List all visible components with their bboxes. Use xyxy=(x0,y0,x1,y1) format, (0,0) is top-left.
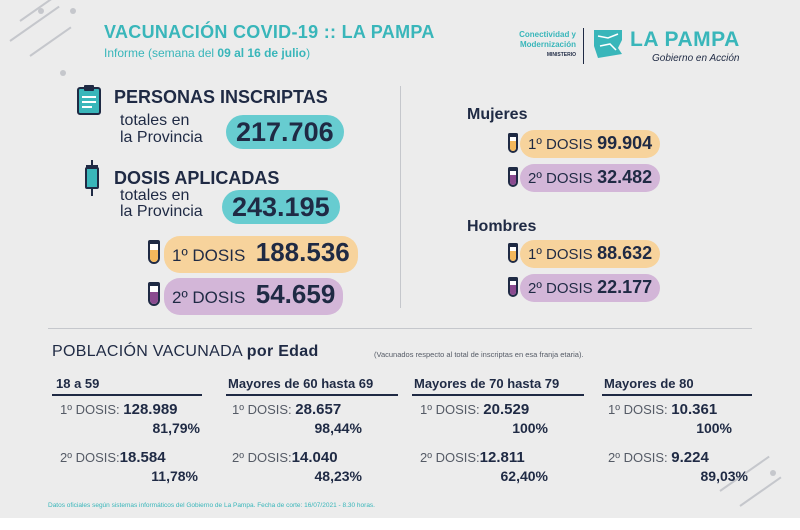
mujeres-second-label: 2º DOSIS xyxy=(528,170,593,187)
hombres-second-row: 2º DOSIS 22.177 xyxy=(520,274,661,302)
hombres-second-vial-icon xyxy=(508,277,518,297)
first-dose-value: 20.529 xyxy=(483,401,530,418)
syringe-icon xyxy=(85,160,99,196)
inscriptas-caption-line1: totales en xyxy=(120,112,190,129)
second-dose-label: 2º DOSIS: xyxy=(608,450,668,465)
ministry-logo-text: Conectividad y Modernización MINISTERIO xyxy=(496,30,576,60)
hombres-first-vial-icon xyxy=(508,243,518,263)
first-dose-value: 10.361 xyxy=(671,401,718,418)
ministry-line-3: MINISTERIO xyxy=(546,52,576,58)
brand-name: LA PAMPA xyxy=(630,28,740,51)
age-group-underline xyxy=(602,394,752,396)
mujeres-first-row: 1º DOSIS 99.904 xyxy=(520,130,661,158)
mujeres-first-value: 99.904 xyxy=(597,133,653,153)
mujeres-first-vial-icon xyxy=(508,133,518,153)
page-title: VACUNACIÓN COVID-19 :: LA PAMPA xyxy=(104,22,435,42)
dosis-second-value: 54.659 xyxy=(255,279,336,309)
age-group-underline xyxy=(52,394,202,396)
first-dose-percent: 98,44% xyxy=(314,420,362,436)
second-dose-vial-icon xyxy=(148,282,160,306)
second-dose-label: 2º DOSIS: xyxy=(60,450,120,465)
footer-note: Datos oficiales según sistemas informáti… xyxy=(48,502,375,509)
inscriptas-caption: totales en la Provincia xyxy=(120,112,203,146)
second-dose-label: 2º DOSIS: xyxy=(420,450,480,465)
second-dose-label: 2º DOSIS: xyxy=(232,450,292,465)
second-dose-percent: 48,23% xyxy=(314,468,362,484)
brand-tagline: Gobierno en Acción xyxy=(652,53,740,64)
subtitle-suffix: ) xyxy=(306,46,311,60)
dosis-first-row: 1º DOSIS 188.536 xyxy=(164,236,358,273)
dosis-second-label: 2º DOSIS xyxy=(172,288,246,307)
age-group-title: Mayores de 70 hasta 79 xyxy=(414,376,560,391)
dosis-first-label: 1º DOSIS xyxy=(172,246,246,265)
hombres-second-label: 2º DOSIS xyxy=(528,280,593,297)
hombres-first-row: 1º DOSIS 88.632 xyxy=(520,240,661,268)
poblacion-divider xyxy=(48,328,752,329)
age-group-first-dose: 1º DOSIS: 128.989 xyxy=(60,401,178,418)
second-dose-percent: 89,03% xyxy=(700,468,748,484)
first-dose-percent: 81,79% xyxy=(152,420,200,436)
ministry-line-1: Conectividad y xyxy=(519,30,576,39)
first-dose-percent: 100% xyxy=(512,420,548,436)
poblacion-title-regular: POBLACIÓN VACUNADA xyxy=(52,343,247,360)
age-group-title: Mayores de 60 hasta 69 xyxy=(228,376,374,391)
second-dose-percent: 62,40% xyxy=(500,468,548,484)
second-dose-percent: 11,78% xyxy=(151,468,198,484)
age-group-underline xyxy=(226,394,398,396)
hombres-second-value: 22.177 xyxy=(597,277,653,297)
age-group-title: Mayores de 80 xyxy=(604,376,694,391)
dosis-caption: totales en la Provincia xyxy=(120,188,203,220)
first-dose-percent: 100% xyxy=(696,420,732,436)
clipboard-icon xyxy=(77,85,101,115)
age-group-underline xyxy=(412,394,584,396)
age-group-second-dose: 2º DOSIS:12.811 xyxy=(420,449,525,466)
poblacion-title: POBLACIÓN VACUNADA por Edad xyxy=(52,343,319,361)
dosis-caption-line1: totales en xyxy=(120,187,190,204)
age-group-second-dose: 2º DOSIS:18.584 xyxy=(60,449,166,466)
la-pampa-map-icon xyxy=(594,30,622,58)
dosis-first-value: 188.536 xyxy=(255,237,350,267)
poblacion-note: (Vacunados respecto al total de inscript… xyxy=(374,350,584,359)
first-dose-value: 28.657 xyxy=(295,401,342,418)
first-dose-vial-icon xyxy=(148,240,160,264)
inscriptas-title: PERSONAS INSCRIPTAS xyxy=(114,87,328,107)
ministry-line-2: Modernización xyxy=(519,40,576,49)
dosis-second-row: 2º DOSIS 54.659 xyxy=(164,278,344,315)
hombres-first-value: 88.632 xyxy=(597,243,653,263)
second-dose-value: 12.811 xyxy=(479,449,525,466)
second-dose-value: 18.584 xyxy=(119,449,166,466)
subtitle-dates: 09 al 16 de julio xyxy=(217,46,307,60)
dosis-title: DOSIS APLICADAS xyxy=(114,168,280,188)
mujeres-title: Mujeres xyxy=(467,106,528,123)
age-group-first-dose: 1º DOSIS: 20.529 xyxy=(420,401,529,418)
second-dose-value: 14.040 xyxy=(291,449,338,466)
second-dose-value: 9.224 xyxy=(671,449,709,466)
mujeres-first-label: 1º DOSIS xyxy=(528,136,593,153)
first-dose-label: 1º DOSIS: xyxy=(232,402,292,417)
poblacion-title-bold: por Edad xyxy=(246,343,319,360)
inscriptas-value: 217.706 xyxy=(226,115,344,149)
hombres-title: Hombres xyxy=(467,218,537,235)
mujeres-second-vial-icon xyxy=(508,167,518,187)
mujeres-second-row: 2º DOSIS 32.482 xyxy=(520,164,661,192)
hombres-first-label: 1º DOSIS xyxy=(528,246,593,263)
age-group-title: 18 a 59 xyxy=(56,376,100,391)
age-group-first-dose: 1º DOSIS: 10.361 xyxy=(608,401,717,418)
mujeres-second-value: 32.482 xyxy=(597,167,653,187)
logo-divider xyxy=(583,28,584,64)
section-divider xyxy=(400,86,401,308)
first-dose-label: 1º DOSIS: xyxy=(608,402,668,417)
age-group-second-dose: 2º DOSIS:14.040 xyxy=(232,449,338,466)
first-dose-label: 1º DOSIS: xyxy=(420,402,480,417)
dosis-caption-line2: la Provincia xyxy=(120,203,203,220)
age-group-first-dose: 1º DOSIS: 28.657 xyxy=(232,401,341,418)
page-subtitle: Informe (semana del 09 al 16 de julio) xyxy=(104,46,310,60)
subtitle-prefix: Informe (semana del xyxy=(104,46,218,60)
age-group-second-dose: 2º DOSIS: 9.224 xyxy=(608,449,709,466)
dosis-total-value: 243.195 xyxy=(222,190,340,224)
inscriptas-caption-line2: la Provincia xyxy=(120,129,203,146)
first-dose-value: 128.989 xyxy=(123,401,178,418)
first-dose-label: 1º DOSIS: xyxy=(60,402,120,417)
